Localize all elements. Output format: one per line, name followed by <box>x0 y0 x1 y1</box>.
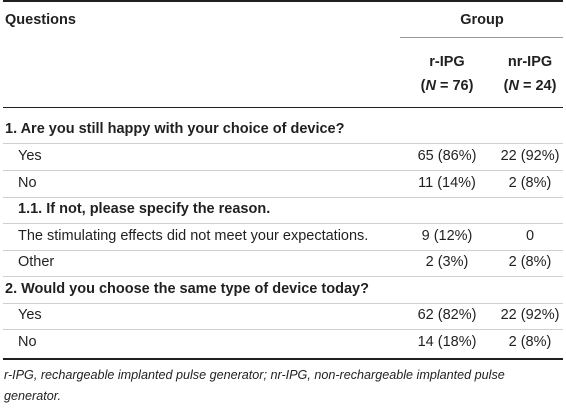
table-cell-r-ipg: 2 (3%) <box>425 254 469 270</box>
col-r-ipg-n: (N = 76) <box>420 78 474 94</box>
top-rule <box>3 0 563 2</box>
table-row-label: Yes <box>18 148 42 164</box>
group-underline <box>400 37 563 38</box>
row-divider <box>3 329 563 330</box>
table-cell-r-ipg: 65 (86%) <box>417 148 477 164</box>
col-nr-ipg-header: nr-IPG <box>507 54 553 70</box>
table-cell-nr-ipg: 22 (92%) <box>500 307 560 323</box>
table-cell-nr-ipg: 0 <box>525 228 535 244</box>
table-footnote: r-IPG, rechargeable implanted pulse gene… <box>4 368 505 403</box>
table-row-label: Yes <box>18 307 42 323</box>
table-cell-nr-ipg: 2 (8%) <box>508 334 552 350</box>
row-divider <box>3 223 563 224</box>
row-divider <box>3 276 563 277</box>
row-divider <box>3 250 563 251</box>
questions-header: Questions <box>5 12 76 28</box>
bottom-rule <box>3 358 563 360</box>
row-divider <box>3 303 563 304</box>
subquestion-1-1-heading: 1.1. If not, please specify the reason. <box>18 201 271 217</box>
table-cell-r-ipg: 14 (18%) <box>417 334 477 350</box>
table-cell-nr-ipg: 2 (8%) <box>508 254 552 270</box>
group-header: Group <box>460 12 504 28</box>
col-nr-ipg-n: (N = 24) <box>503 78 557 94</box>
row-divider <box>3 197 563 198</box>
header-rule <box>3 107 563 108</box>
table-cell-r-ipg: 11 (14%) <box>418 175 476 191</box>
question-1-heading: 1. Are you still happy with your choice … <box>5 121 345 137</box>
table-row-label: The stimulating effects did not meet you… <box>18 228 369 244</box>
row-divider <box>3 170 563 171</box>
row-divider <box>3 143 563 144</box>
table-row-label: Other <box>18 254 55 270</box>
table-row-label: No <box>18 334 37 350</box>
table-cell-r-ipg: 9 (12%) <box>421 228 473 244</box>
question-2-heading: 2. Would you choose the same type of dev… <box>5 281 369 297</box>
table-cell-nr-ipg: 22 (92%) <box>500 148 560 164</box>
col-r-ipg-header: r-IPG <box>429 54 465 70</box>
table-cell-nr-ipg: 2 (8%) <box>508 175 552 191</box>
table-row-label: No <box>18 175 37 191</box>
table-cell-r-ipg: 62 (82%) <box>417 307 477 323</box>
